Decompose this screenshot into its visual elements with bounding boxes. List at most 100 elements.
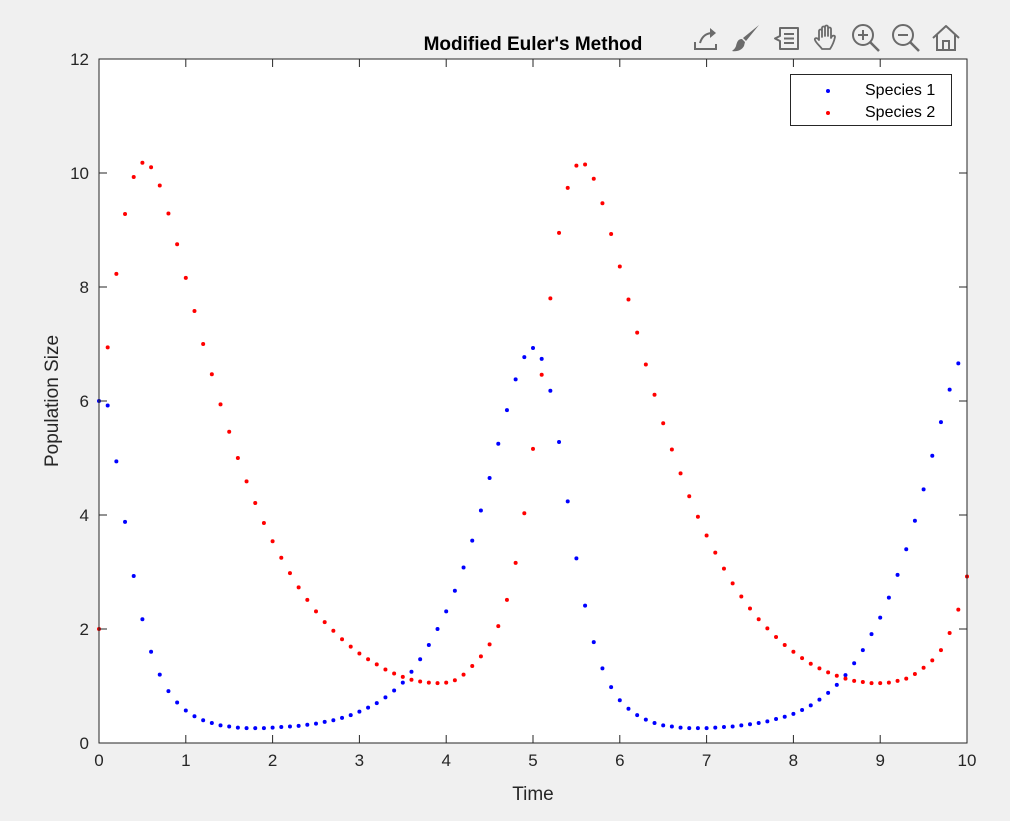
point-species-2 [756,617,761,622]
data-points [97,160,969,731]
point-species-2 [800,656,805,661]
point-species-2 [192,308,197,313]
pan-button[interactable] [808,20,844,56]
point-species-1 [817,697,822,702]
point-species-1 [235,725,240,730]
point-species-1 [374,701,379,706]
point-species-2 [739,594,744,599]
point-species-2 [287,571,292,576]
point-species-2 [904,676,909,681]
point-species-2 [912,672,917,677]
legend-marker-species-2 [826,111,830,115]
point-species-2 [617,264,622,269]
point-species-1 [478,508,483,513]
point-species-2 [930,658,935,663]
home-button[interactable] [928,20,964,56]
point-species-2 [635,330,640,335]
point-species-1 [287,724,292,729]
legend-entry-species-1[interactable]: Species 1 [791,80,951,102]
point-species-1 [756,721,761,726]
point-species-1 [253,726,258,731]
point-species-1 [808,703,813,708]
point-species-2 [661,421,666,426]
point-species-1 [522,355,527,360]
point-species-1 [878,615,883,620]
point-species-2 [105,345,110,350]
data-tips-button[interactable] [768,20,804,56]
point-species-1 [895,572,900,577]
point-species-1 [956,361,961,366]
point-species-1 [244,726,249,731]
x-tick-label: 8 [789,751,798,770]
point-species-1 [531,345,535,350]
point-species-2 [227,429,232,434]
point-species-2 [114,271,119,276]
point-species-2 [435,681,440,686]
point-species-1 [409,669,414,674]
x-tick-label: 1 [181,751,190,770]
point-species-1 [322,719,327,724]
point-species-2 [895,678,900,683]
point-species-1 [392,688,397,693]
point-species-1 [261,726,266,731]
x-tick-label: 7 [702,751,711,770]
x-tick-label: 3 [355,751,364,770]
point-species-1 [860,648,865,653]
point-species-2 [774,634,779,639]
export-button[interactable] [688,20,724,56]
y-tick-label: 6 [80,392,89,411]
point-species-1 [695,726,700,731]
chart-title: Modified Euler's Method [424,34,643,55]
point-species-1 [348,713,353,718]
point-species-2 [478,654,483,659]
point-species-2 [305,597,310,602]
point-species-2 [669,447,674,452]
point-species-2 [166,211,171,216]
point-species-1 [678,725,683,730]
point-species-1 [843,673,848,678]
point-species-1 [140,617,145,622]
point-species-2 [678,471,683,476]
point-species-1 [834,682,839,687]
brush-button[interactable] [728,20,764,56]
point-species-2 [461,672,466,677]
point-species-1 [426,642,431,647]
legend-entry-species-2[interactable]: Species 2 [791,102,951,124]
point-species-1 [626,706,631,711]
point-species-2 [374,662,379,667]
point-species-2 [730,581,735,586]
pan-hand-icon [813,24,836,50]
point-species-1 [591,640,596,645]
legend[interactable]: Species 1 Species 2 [790,74,952,126]
point-species-2 [921,665,926,670]
legend-marker-species-1 [826,89,830,93]
point-species-2 [713,550,718,555]
point-species-1 [869,632,874,637]
point-species-2 [392,671,397,676]
point-species-2 [721,566,726,571]
point-species-2 [261,520,266,525]
point-species-1 [201,718,206,723]
point-species-1 [661,723,666,728]
point-species-2 [539,372,544,377]
point-species-2 [331,628,336,633]
point-species-1 [886,595,891,600]
point-species-1 [765,719,770,724]
point-species-2 [314,609,318,614]
zoom-in-button[interactable] [848,20,884,56]
point-species-1 [687,726,692,731]
data-tips-icon [774,27,799,50]
point-species-1 [400,680,405,685]
point-species-1 [557,440,562,445]
point-species-2 [765,626,770,631]
x-tick-label: 0 [94,751,103,770]
point-species-2 [600,201,605,206]
zoom-out-button[interactable] [888,20,924,56]
x-tick-label: 9 [875,751,884,770]
point-species-1 [643,717,648,722]
point-species-1 [513,377,518,382]
point-species-2 [279,555,284,560]
axes-background[interactable] [99,59,967,743]
